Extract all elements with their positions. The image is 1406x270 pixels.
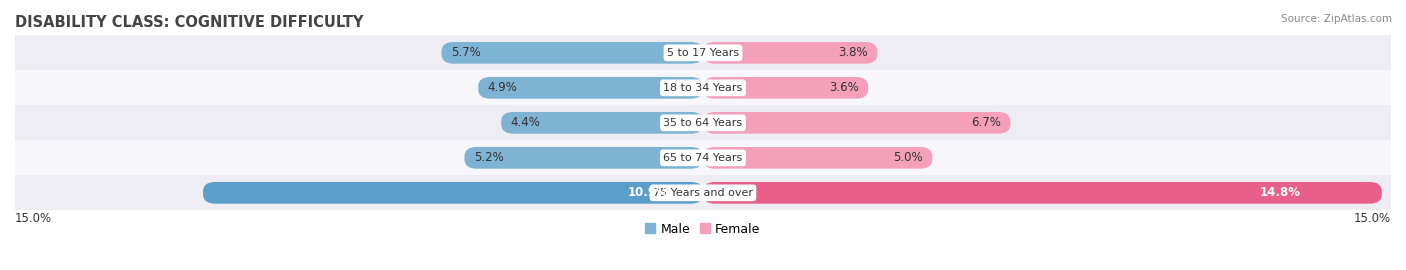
Text: 5.0%: 5.0% [894, 151, 924, 164]
Bar [15, 105, 1391, 140]
Text: 4.9%: 4.9% [488, 81, 517, 94]
FancyBboxPatch shape [703, 42, 877, 64]
Text: 5.2%: 5.2% [474, 151, 503, 164]
FancyBboxPatch shape [703, 77, 868, 99]
FancyBboxPatch shape [703, 112, 1011, 134]
Text: 3.8%: 3.8% [838, 46, 868, 59]
FancyBboxPatch shape [441, 42, 703, 64]
Text: Source: ZipAtlas.com: Source: ZipAtlas.com [1281, 14, 1392, 23]
Text: 3.6%: 3.6% [830, 81, 859, 94]
Text: 5 to 17 Years: 5 to 17 Years [666, 48, 740, 58]
Text: 15.0%: 15.0% [15, 212, 52, 225]
Text: 15.0%: 15.0% [1354, 212, 1391, 225]
Text: 18 to 34 Years: 18 to 34 Years [664, 83, 742, 93]
Text: DISABILITY CLASS: COGNITIVE DIFFICULTY: DISABILITY CLASS: COGNITIVE DIFFICULTY [15, 15, 364, 30]
Legend: Male, Female: Male, Female [645, 222, 761, 236]
Bar [15, 140, 1391, 175]
Bar [15, 70, 1391, 105]
Text: 5.7%: 5.7% [451, 46, 481, 59]
Text: 4.4%: 4.4% [510, 116, 540, 129]
Text: 10.9%: 10.9% [628, 186, 669, 199]
FancyBboxPatch shape [703, 147, 932, 169]
Bar [15, 35, 1391, 70]
Text: 35 to 64 Years: 35 to 64 Years [664, 118, 742, 128]
FancyBboxPatch shape [703, 182, 1382, 204]
FancyBboxPatch shape [478, 77, 703, 99]
Text: 75 Years and over: 75 Years and over [652, 188, 754, 198]
FancyBboxPatch shape [202, 182, 703, 204]
Bar [15, 175, 1391, 210]
Text: 65 to 74 Years: 65 to 74 Years [664, 153, 742, 163]
Text: 6.7%: 6.7% [972, 116, 1001, 129]
FancyBboxPatch shape [464, 147, 703, 169]
Text: 14.8%: 14.8% [1260, 186, 1301, 199]
FancyBboxPatch shape [501, 112, 703, 134]
